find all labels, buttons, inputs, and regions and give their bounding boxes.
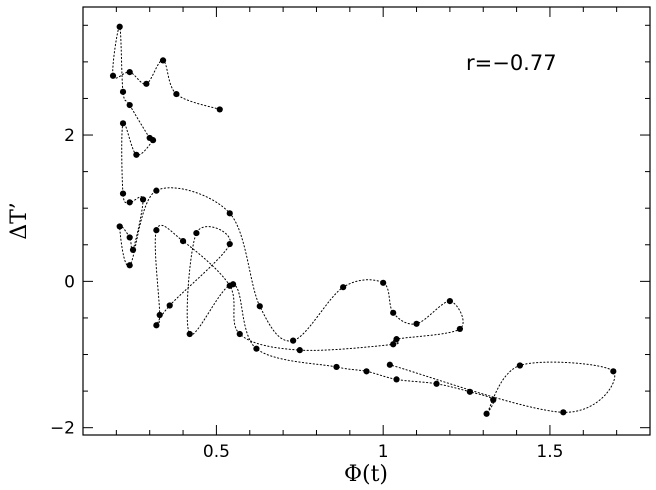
data-point (173, 90, 180, 98)
data-point (340, 284, 347, 291)
data-point (390, 309, 397, 316)
data-point (490, 396, 497, 403)
data-point (296, 347, 303, 354)
data-point (143, 80, 150, 87)
connecting-trail-layer (112, 26, 616, 416)
data-point (116, 223, 123, 230)
y-axis-label: ΔT’ (7, 202, 32, 240)
data-point (153, 227, 160, 234)
y-tick-label: 0 (64, 272, 75, 292)
y-tick-label: 2 (64, 126, 75, 146)
data-point (119, 190, 127, 197)
x-axis-label: Φ(t) (344, 462, 388, 487)
data-point (119, 120, 127, 127)
connecting-trail (112, 26, 616, 416)
correlation-annotation: r=−0.77 (466, 51, 557, 75)
data-point (483, 410, 490, 417)
data-point (139, 196, 147, 203)
data-point (363, 368, 370, 375)
x-tick-label: 1.5 (536, 442, 563, 462)
data-point (126, 69, 133, 76)
data-point (226, 210, 233, 217)
data-point (333, 363, 340, 371)
data-point (226, 240, 233, 248)
data-point (390, 341, 397, 348)
data-point (149, 137, 157, 144)
data-point (413, 320, 420, 327)
data-point (126, 262, 133, 269)
data-point (126, 199, 133, 206)
data-point (456, 325, 463, 333)
data-point (166, 302, 173, 309)
data-point (393, 336, 400, 343)
data-point (126, 101, 133, 109)
data-point (126, 234, 133, 241)
data-point (446, 298, 453, 305)
x-tick-label: 1 (378, 442, 389, 462)
data-point (380, 279, 387, 286)
data-point (116, 23, 123, 30)
tick-group: 0.5 1 1.5 −2 0 2 (50, 7, 651, 462)
data-point (179, 238, 187, 245)
data-point (216, 106, 223, 113)
data-point (109, 72, 117, 79)
data-point (153, 322, 160, 329)
data-point (610, 368, 617, 375)
data-point (560, 409, 567, 416)
data-point (229, 281, 237, 288)
data-point (156, 311, 163, 319)
data-point (186, 330, 193, 338)
y-tick-label: −2 (50, 419, 75, 439)
data-point (119, 88, 127, 95)
plot-frame (82, 6, 651, 436)
x-tick-label: 0.5 (203, 442, 230, 462)
data-point (133, 151, 140, 158)
data-point (290, 337, 297, 344)
data-point (386, 361, 393, 368)
data-points-layer (109, 23, 617, 417)
data-point (393, 376, 400, 383)
data-point (153, 187, 160, 194)
data-point (159, 57, 167, 64)
data-point (256, 303, 263, 310)
data-point (253, 345, 260, 352)
data-point (193, 229, 200, 237)
data-point (516, 362, 524, 369)
data-point (236, 330, 243, 338)
data-point (129, 246, 137, 253)
data-point (466, 388, 473, 395)
data-point (433, 380, 440, 387)
